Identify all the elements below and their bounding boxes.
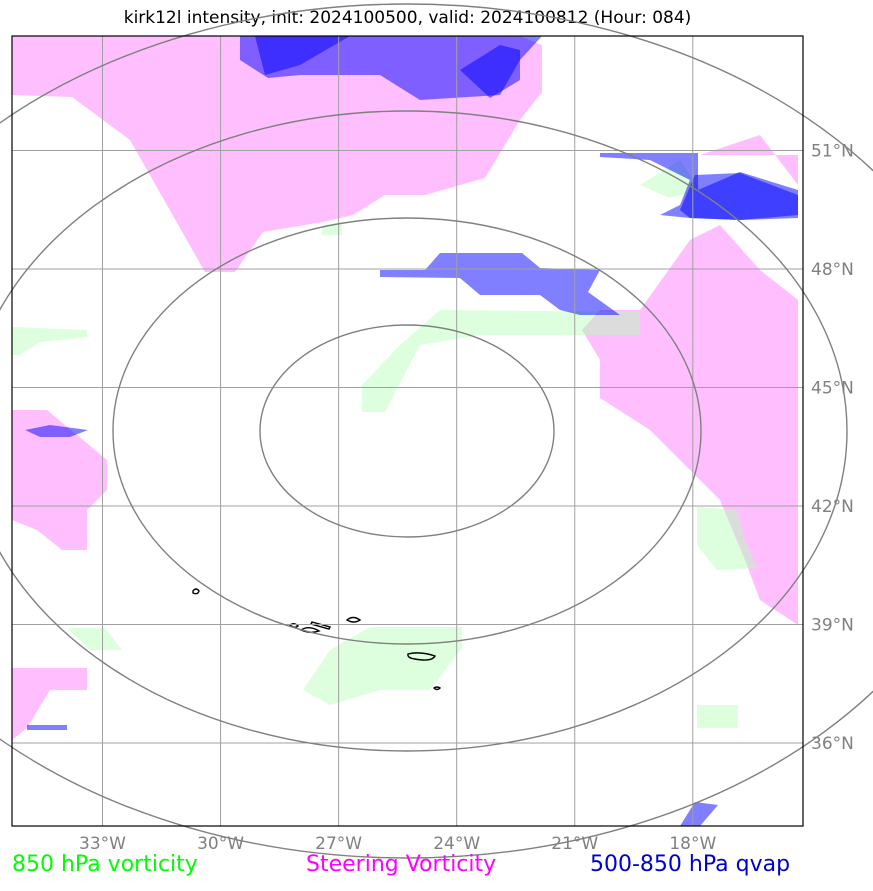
range-ring-2 bbox=[112, 217, 702, 645]
steering-region-north bbox=[12, 36, 542, 272]
lon-tick-label: 21°W bbox=[551, 834, 598, 854]
lon-tick-label: 24°W bbox=[433, 834, 480, 854]
range-ring-1 bbox=[259, 324, 555, 538]
qvap-region-northeast-dark bbox=[680, 173, 798, 220]
island-terceira bbox=[345, 616, 362, 623]
island-santa-maria bbox=[432, 686, 442, 691]
vorticity-region-center bbox=[362, 310, 640, 412]
vorticity-region-west bbox=[12, 327, 87, 355]
vorticity-region-north bbox=[322, 222, 342, 235]
legend-steering-vorticity: Steering Vorticity bbox=[306, 852, 497, 877]
range-ring-4 bbox=[0, 3, 873, 859]
legend-850-vorticity: 850 hPa vorticity bbox=[12, 852, 198, 877]
lat-tick-label: 39°N bbox=[811, 616, 854, 636]
lat-tick-label: 48°N bbox=[811, 260, 854, 280]
y-axis: 51°N 48°N 45°N 42°N 39°N 36°N bbox=[811, 142, 854, 754]
qvap-region-center bbox=[380, 253, 620, 315]
plot-title: kirk12l intensity, init: 2024100500, val… bbox=[123, 8, 692, 28]
island-sao-jorge bbox=[309, 621, 332, 630]
lon-tick-label: 18°W bbox=[669, 834, 716, 854]
lon-tick-label: 33°W bbox=[79, 834, 126, 854]
vorticity-region-southwest bbox=[67, 628, 122, 650]
qvap-region-north-dark bbox=[255, 36, 350, 75]
steering-vorticity-layer bbox=[12, 36, 798, 740]
x-axis: 33°W 30°W 27°W 24°W 21°W 18°W bbox=[79, 834, 716, 854]
vorticity-region-east bbox=[697, 507, 757, 570]
qvap-region-north-dark-2 bbox=[460, 45, 520, 98]
lon-tick-label: 30°W bbox=[197, 834, 244, 854]
map-frame bbox=[11, 35, 804, 827]
qvap-layer bbox=[25, 36, 798, 826]
island-flores bbox=[192, 588, 200, 595]
qvap-region-southeast bbox=[680, 802, 718, 826]
range-ring-3 bbox=[0, 110, 848, 752]
lat-tick-label: 36°N bbox=[811, 734, 854, 754]
legend-qvap: 500-850 hPa qvap bbox=[590, 852, 791, 877]
lat-tick-label: 45°N bbox=[811, 379, 854, 399]
vorticity-region-south bbox=[303, 627, 462, 705]
island-sao-miguel bbox=[407, 652, 436, 661]
graticule bbox=[12, 36, 803, 826]
steering-region-west bbox=[12, 410, 107, 550]
lon-tick-label: 27°W bbox=[315, 834, 362, 854]
lat-tick-label: 51°N bbox=[811, 142, 854, 162]
vorticity-region-east-small bbox=[697, 705, 738, 728]
steering-region-southwest bbox=[12, 668, 87, 740]
qvap-region-west bbox=[25, 425, 88, 437]
qvap-region-southwest bbox=[27, 725, 67, 730]
steering-region-east bbox=[582, 135, 798, 625]
lat-tick-label: 42°N bbox=[811, 497, 854, 517]
range-rings bbox=[0, 3, 873, 859]
